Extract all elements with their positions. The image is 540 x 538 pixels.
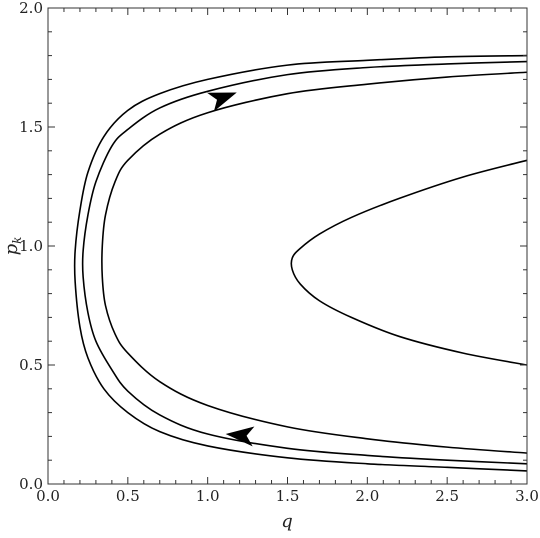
trajectory-curve-4: [290, 159, 528, 366]
plot-frame: [47, 7, 528, 485]
x-tick-label: 3.0: [515, 487, 539, 505]
y-tick-label: 0.5: [19, 356, 43, 374]
arrows-layer: [207, 92, 255, 447]
x-tick-label: 2.0: [355, 487, 379, 505]
x-tick-label: 1.0: [196, 487, 220, 505]
direction-arrow-2: [225, 426, 255, 447]
x-tick-label: 2.5: [435, 487, 459, 505]
x-tick-label: 1.5: [276, 487, 300, 505]
x-axis-label: q: [281, 511, 293, 532]
trajectory-curve-1: [73, 54, 528, 472]
y-axis-label-main: p: [1, 243, 22, 255]
y-axis-label-subscript: k: [10, 237, 24, 244]
y-axis-label: pk: [1, 237, 24, 256]
trajectory-curve-3: [101, 71, 528, 454]
svg-text:pk: pk: [1, 237, 24, 256]
trajectory-curve-2: [81, 60, 528, 465]
y-tick-label: 2.0: [19, 0, 43, 17]
ticks-layer: 0.0 0.5 1.0 1.5 2.0 2.5 3.0 0.0 0.5 1.0 1.5 2.0: [19, 0, 539, 505]
curves-layer: [73, 54, 528, 472]
x-tick-label: 0.5: [116, 487, 140, 505]
y-tick-label: 0.0: [19, 475, 43, 493]
x-tick-label: 0.0: [36, 487, 60, 505]
direction-arrow-1: [207, 92, 237, 112]
y-tick-label: 1.5: [19, 118, 43, 136]
y-tick-label: 1.0: [19, 237, 43, 255]
